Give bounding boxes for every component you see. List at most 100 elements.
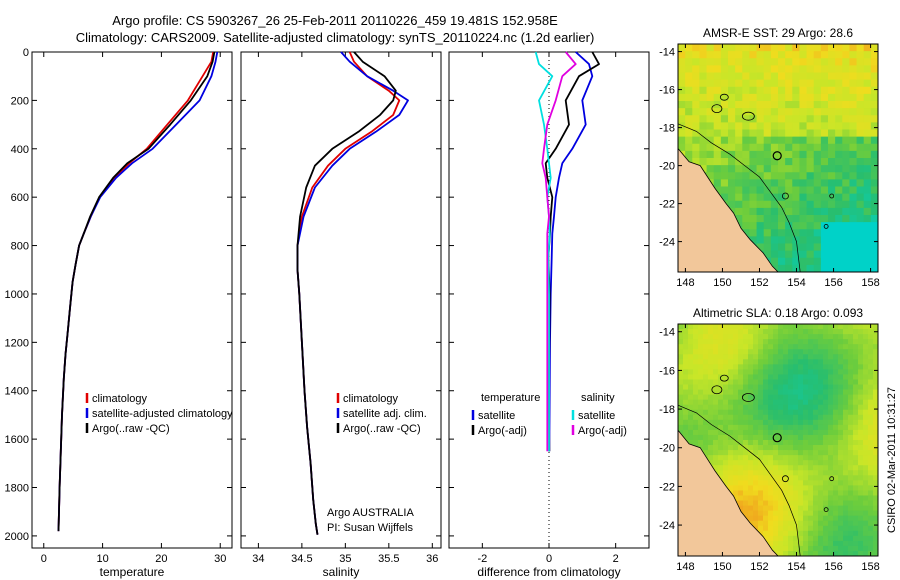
map-frame: [677, 323, 879, 557]
lat-tick-label: -14: [659, 327, 675, 339]
map-title: AMSR-E SST: 29 Argo: 28.6: [703, 26, 853, 40]
y-tick-label: 2000: [5, 531, 29, 543]
lon-tick-label: 148: [676, 277, 694, 289]
legend-title-temperature: temperature: [481, 392, 540, 404]
legend-label: satellite: [478, 410, 515, 422]
map-title: Altimetric SLA: 0.18 Argo: 0.093: [693, 306, 863, 320]
y-tick-label: 1800: [5, 483, 29, 495]
legend-label: Argo(-adj): [478, 425, 527, 437]
map-frame: [677, 43, 879, 273]
series-argo-adj: [541, 51, 577, 452]
series-satellite: [534, 51, 554, 452]
x-tick-label: 35: [339, 553, 351, 565]
legend-label: climatology: [92, 393, 148, 405]
reef-outline: [829, 476, 835, 482]
temperature-profile-panel: 0 200 400 600 800 1000 1200 1400 1600 1800 2000 0 10…: [5, 47, 234, 579]
reef-outline: [782, 475, 789, 483]
x-tick-label: 10: [96, 553, 108, 565]
reef-outline: [719, 374, 729, 382]
x-tick-label: 0: [546, 553, 552, 565]
reef-outline: [829, 193, 835, 199]
lat-tick-label: -18: [659, 404, 675, 416]
float-position-marker: [772, 151, 782, 161]
lat-tick-label: -24: [659, 237, 675, 249]
float-position-marker: [772, 433, 782, 443]
shelf-outline: [677, 123, 801, 273]
y-tick-label: 1000: [5, 289, 29, 301]
lat-tick-label: -14: [659, 47, 675, 59]
legend-label: satellite adj. clim.: [343, 408, 427, 420]
x-tick-label: -2: [477, 553, 487, 565]
lat-tick-label: -20: [659, 161, 675, 173]
plot-frame: [31, 51, 233, 549]
header-line-1: Argo profile: CS 5903267_26 25-Feb-2011 …: [112, 13, 558, 28]
header-line-2: Climatology: CARS2009. Satellite-adjuste…: [76, 30, 595, 45]
y-tick-label: 0: [23, 47, 29, 59]
legend-label: satellite: [578, 410, 615, 422]
legend-label: satellite-adjusted climatology: [92, 408, 233, 420]
reef-outline: [719, 93, 729, 101]
x-tick-label: 36: [426, 553, 438, 565]
lon-tick-label: 156: [824, 277, 842, 289]
y-tick-label: 1200: [5, 337, 29, 349]
credit-line-2: PI: Susan Wijffels: [327, 522, 413, 534]
land-mass: [677, 429, 779, 557]
land-mass: [677, 147, 779, 273]
legend-label: Argo(..raw -QC): [343, 423, 421, 435]
series-argo-raw-qc: [57, 51, 216, 532]
lat-tick-label: -18: [659, 123, 675, 135]
x-tick-label: 35.5: [378, 553, 399, 565]
lat-tick-label: -20: [659, 443, 675, 455]
y-tick-label: 800: [11, 241, 29, 253]
legend-title-salinity: salinity: [581, 392, 615, 404]
y-tick-label: 600: [11, 192, 29, 204]
x-tick-label: 2: [613, 553, 619, 565]
reef-outline: [823, 223, 829, 229]
y-tick-label: 1400: [5, 386, 29, 398]
credit-line-1: Argo AUSTRALIA: [327, 507, 414, 519]
lat-tick-label: -16: [659, 85, 675, 97]
lon-tick-label: 152: [750, 277, 768, 289]
y-tick-label: 200: [11, 95, 29, 107]
footer-stamp: CSIRO 02-Mar-2011 10:31:27: [886, 387, 898, 533]
legend-label: Argo(..raw -QC): [92, 423, 170, 435]
lon-tick-label: 150: [713, 277, 731, 289]
plot-frame: [240, 51, 442, 549]
shelf-outline: [677, 404, 801, 557]
lon-tick-label: 156: [824, 561, 842, 573]
sst-map-panel: -14 -16 -18 -20 -22 -24 148 150 152 154 156 158 AMSR…: [659, 26, 880, 289]
lat-tick-label: -24: [659, 520, 675, 532]
lon-tick-label: 154: [787, 561, 805, 573]
reef-outline: [823, 507, 829, 513]
x-tick-label: 20: [155, 553, 167, 565]
reef-outline: [711, 385, 723, 395]
x-axis-label: salinity: [323, 565, 360, 579]
lon-tick-label: 154: [787, 277, 805, 289]
reef-outline: [741, 111, 755, 121]
y-tick-label: 1600: [5, 434, 29, 446]
salinity-profile-panel: 34 34.5 35 35.5 36 salinity climatology satelli…: [240, 51, 442, 579]
lon-tick-label: 150: [713, 561, 731, 573]
lon-tick-label: 152: [750, 561, 768, 573]
x-tick-label: 34.5: [291, 553, 312, 565]
lat-tick-label: -22: [659, 199, 675, 211]
lon-tick-label: 148: [676, 561, 694, 573]
x-tick-label: 0: [41, 553, 47, 565]
lat-tick-label: -22: [659, 481, 675, 493]
series-argo-raw-qc: [296, 51, 397, 535]
lon-tick-label: 158: [861, 561, 879, 573]
x-tick-label: 30: [214, 553, 226, 565]
reef-outline: [741, 393, 755, 402]
reef-outline: [782, 192, 789, 200]
x-axis-label: difference from climatology: [477, 565, 620, 579]
x-axis-label: temperature: [100, 565, 165, 579]
sla-map-panel: -14 -16 -18 -20 -22 -24 148 150 152 154 156 158 Alti…: [659, 306, 880, 573]
x-tick-label: 34: [252, 553, 264, 565]
y-tick-label: 400: [11, 144, 29, 156]
lat-tick-label: -16: [659, 365, 675, 377]
legend-label: climatology: [343, 393, 399, 405]
lon-tick-label: 158: [861, 277, 879, 289]
reef-outline: [711, 104, 723, 113]
